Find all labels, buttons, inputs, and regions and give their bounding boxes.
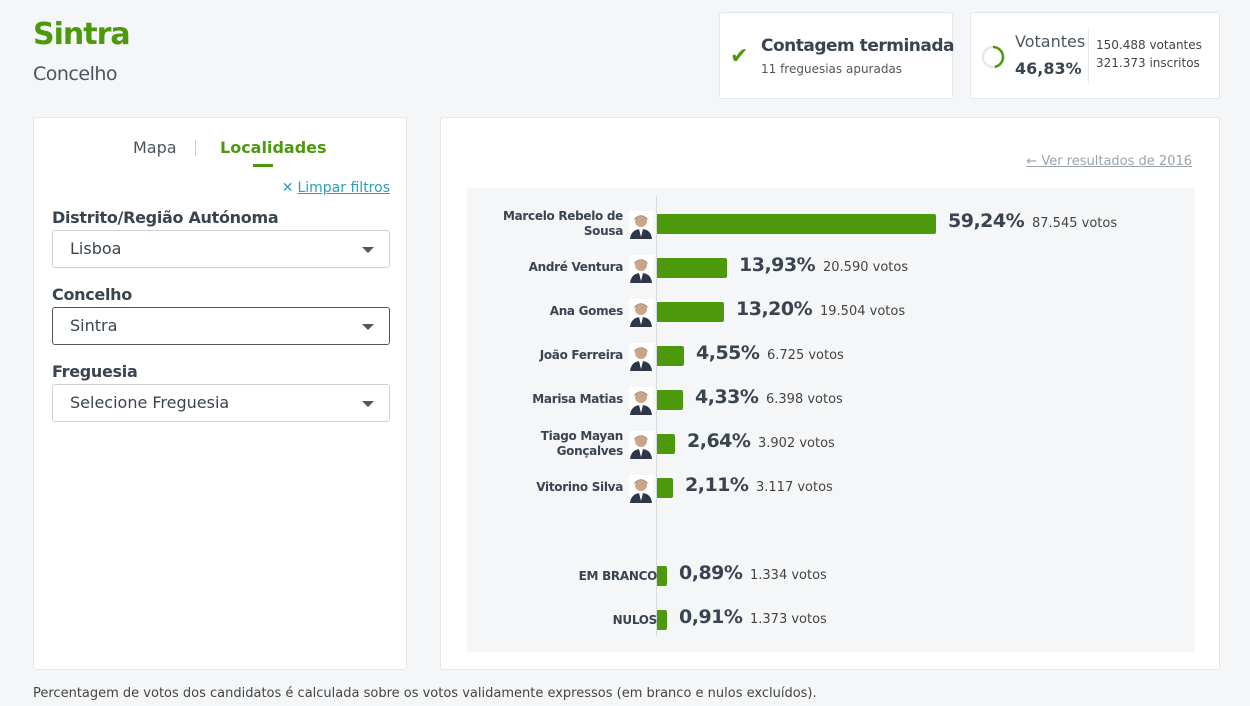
turnout-progress-ring (981, 45, 1005, 69)
candidate-avatar (629, 387, 653, 415)
candidate-name: EM BRANCO (578, 569, 658, 583)
candidate-name: João Ferreira (539, 348, 624, 362)
footnote: Percentagem de votos dos candidatos é ca… (33, 686, 817, 701)
percent-label: 4,55% (696, 342, 760, 364)
candidate-avatar (629, 475, 653, 503)
votes-label: 3.117 votos (756, 480, 833, 495)
result-row: Marcelo Rebelo de Sousa 59,24% 87.545 voto… (467, 204, 1195, 244)
result-row: Marisa Matias 4,33% 6.398 votos (467, 380, 1195, 420)
close-icon: ✕ (281, 180, 294, 196)
candidate-name: Tiago Mayan Gonçalves (540, 429, 624, 458)
candidate-avatar (629, 211, 653, 239)
status-title: Contagem terminada (761, 36, 954, 56)
parish-label: Freguesia (52, 362, 138, 381)
parish-value: Selecione Freguesia (70, 393, 230, 412)
votes-label: 20.590 votos (823, 260, 909, 275)
result-row: EM BRANCO 0,89% 1.334 votos (467, 556, 1195, 596)
percent-label: 2,11% (685, 474, 749, 496)
result-bar (657, 214, 936, 234)
registered-count: 321.373 inscritos (1096, 56, 1200, 70)
result-row: André Ventura 13,93% 20.590 votos (467, 248, 1195, 288)
divider (1088, 29, 1089, 83)
percent-label: 13,93% (739, 254, 816, 276)
candidate-name: Ana Gomes (549, 304, 624, 318)
result-bar (657, 302, 724, 322)
result-row: Vitorino Silva 2,11% 3.117 votos (467, 468, 1195, 508)
municipality-label: Concelho (52, 285, 132, 304)
turnout-label: Votantes (1015, 32, 1086, 51)
status-detail: 11 freguesias apuradas (761, 62, 903, 76)
percent-label: 0,91% (679, 606, 743, 628)
previous-results-link[interactable]: ← Ver resultados de 2016 (1026, 154, 1192, 170)
votes-label: 6.398 votos (766, 392, 843, 407)
percent-label: 0,89% (679, 562, 743, 584)
votes-label: 1.334 votos (750, 568, 827, 583)
result-bar (657, 610, 667, 630)
clear-filters-label: Limpar filtros (297, 180, 390, 196)
result-row: NULOS 0,91% 1.373 votos (467, 600, 1195, 640)
percent-label: 2,64% (687, 430, 751, 452)
percent-label: 59,24% (948, 210, 1025, 232)
voters-count: 150.488 votantes (1096, 38, 1202, 52)
candidate-avatar (629, 299, 653, 327)
candidate-name: Marisa Matias (532, 392, 623, 406)
chevron-down-icon (362, 324, 374, 330)
page-subtitle: Concelho (33, 63, 118, 85)
chart-axis (656, 196, 657, 636)
arrow-left-icon: ← (1026, 154, 1042, 169)
candidate-name: Marcelo Rebelo de Sousa (502, 209, 623, 238)
result-bar (657, 390, 683, 410)
result-row: Tiago Mayan Gonçalves 2,64% 3.902 votos (467, 424, 1195, 464)
result-bar (657, 346, 684, 366)
chevron-down-icon (362, 401, 374, 407)
percent-label: 13,20% (736, 298, 813, 320)
votes-label: 87.545 votos (1032, 216, 1118, 231)
turnout-card: Votantes 46,83% 150.488 votantes 321.373… (970, 12, 1220, 99)
votes-label: 6.725 votos (767, 348, 844, 363)
result-row: João Ferreira 4,55% 6.725 votos (467, 336, 1195, 376)
candidate-avatar (629, 255, 653, 283)
tab-mapa[interactable]: Mapa (133, 138, 177, 157)
page-title: Sintra (33, 17, 131, 52)
municipality-value: Sintra (70, 316, 118, 335)
district-label: Distrito/Região Autónoma (52, 208, 279, 227)
results-panel: ← Ver resultados de 2016 Marcelo Rebelo … (440, 117, 1220, 670)
result-bar (657, 566, 667, 586)
candidate-avatar (629, 343, 653, 371)
candidate-name: NULOS (612, 613, 658, 627)
filters-panel: Mapa Localidades ✕ Limpar filtros Distrit… (33, 117, 407, 670)
district-select[interactable]: Lisboa (52, 230, 390, 268)
clear-filters-link[interactable]: ✕ Limpar filtros (282, 180, 390, 198)
votes-label: 3.902 votos (758, 436, 835, 451)
votes-label: 1.373 votos (750, 612, 827, 627)
previous-results-label: Ver resultados de 2016 (1041, 154, 1192, 169)
turnout-percent: 46,83% (1015, 59, 1082, 78)
parish-select[interactable]: Selecione Freguesia (52, 384, 390, 422)
check-icon: ✔ (730, 44, 749, 69)
district-value: Lisboa (70, 239, 122, 258)
result-bar (657, 258, 727, 278)
candidate-name: André Ventura (528, 260, 624, 274)
candidate-name: Vitorino Silva (536, 480, 623, 494)
percent-label: 4,33% (695, 386, 759, 408)
results-chart: Marcelo Rebelo de Sousa 59,24% 87.545 voto… (467, 188, 1195, 652)
count-status-card: ✔ Contagem terminada 11 freguesias apura… (719, 12, 954, 99)
municipality-select[interactable]: Sintra (52, 307, 390, 345)
result-bar (657, 434, 675, 454)
tab-localidades[interactable]: Localidades (220, 138, 327, 167)
votes-label: 19.504 votos (820, 304, 906, 319)
chevron-down-icon (362, 247, 374, 253)
result-bar (657, 478, 673, 498)
result-row: Ana Gomes 13,20% 19.504 votos (467, 292, 1195, 332)
tab-divider (195, 140, 196, 156)
candidate-avatar (629, 431, 653, 459)
